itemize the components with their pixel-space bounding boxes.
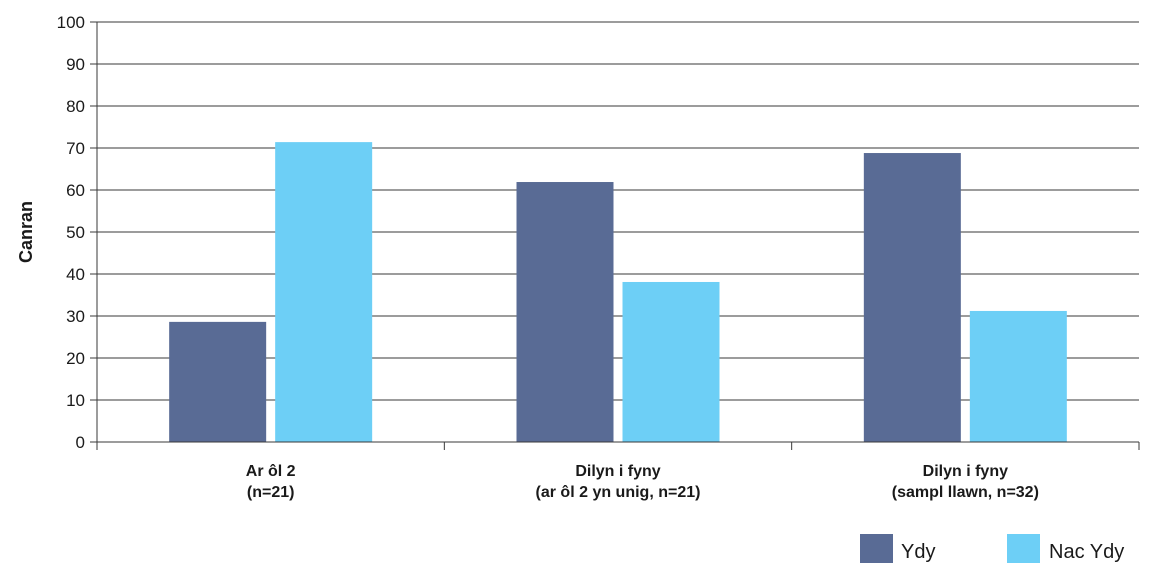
- legend-swatch: [860, 534, 893, 563]
- y-tick-label: 100: [57, 13, 85, 32]
- gridlines: [97, 21, 1139, 401]
- y-axis-title: Canran: [16, 201, 36, 263]
- bar-nac-ydy: [275, 142, 373, 442]
- y-tick-label: 80: [66, 97, 85, 116]
- y-tick-label: 70: [66, 139, 85, 158]
- y-tick-label: 40: [66, 265, 85, 284]
- x-category-label: Dilyn i fyny: [923, 463, 1008, 480]
- bar-ydy: [169, 321, 267, 442]
- y-tick-label: 60: [66, 181, 85, 200]
- legend: Ydy Nac Ydy: [860, 534, 1124, 563]
- bar-nac-ydy: [622, 281, 720, 442]
- axes: [90, 21, 1140, 450]
- y-tick-labels: 0 10 20 30 40 50 60 70 80 90 100: [57, 13, 85, 452]
- y-tick-label: 20: [66, 349, 85, 368]
- x-category-label: (ar ôl 2 yn unig, n=21): [536, 484, 701, 501]
- x-category-label: (sampl llawn, n=32): [892, 484, 1039, 501]
- y-tick-label: 30: [66, 307, 85, 326]
- x-category-label: (n=21): [247, 484, 295, 501]
- bar-ydy: [863, 153, 961, 443]
- y-tick-label: 10: [66, 391, 85, 410]
- x-category-label: Dilyn i fyny: [575, 463, 660, 480]
- bar-nac-ydy: [969, 310, 1067, 442]
- bar-ydy: [516, 182, 614, 442]
- x-category-label: Ar ôl 2: [246, 463, 296, 480]
- legend-label: Ydy: [901, 541, 935, 563]
- bars: [169, 142, 1067, 443]
- y-tick-label: 0: [76, 433, 85, 452]
- y-tick-label: 50: [66, 223, 85, 242]
- x-category-labels: Ar ôl 2 (n=21) Dilyn i fyny (ar ôl 2 yn uni…: [246, 463, 1039, 501]
- legend-label: Nac Ydy: [1049, 541, 1124, 563]
- legend-swatch: [1007, 534, 1040, 563]
- y-tick-label: 90: [66, 55, 85, 74]
